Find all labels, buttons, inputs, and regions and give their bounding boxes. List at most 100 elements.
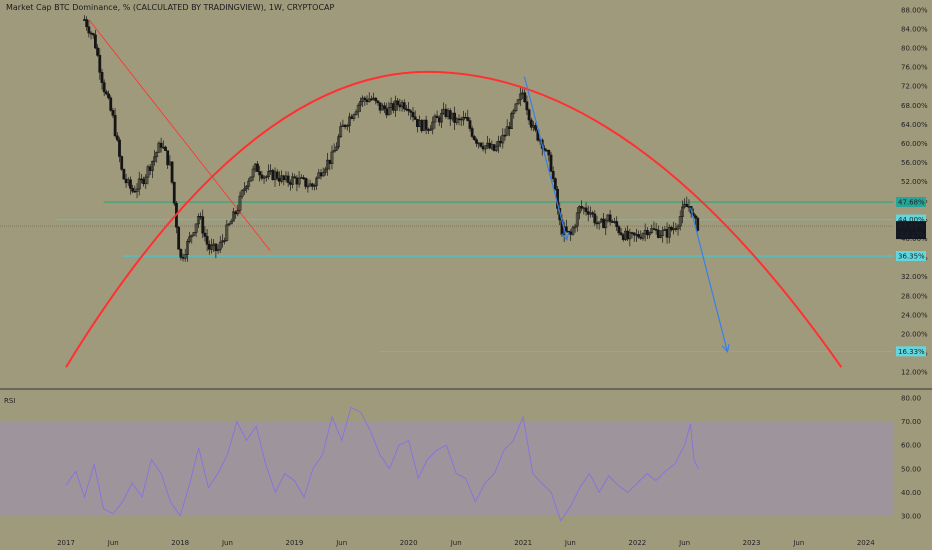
candle-body bbox=[608, 214, 612, 222]
candle-body bbox=[319, 172, 323, 177]
candle-body bbox=[394, 100, 397, 111]
candle-body bbox=[595, 222, 599, 225]
candle-body bbox=[518, 93, 522, 101]
time-axis-tick: 2018 bbox=[171, 539, 189, 547]
candle-body bbox=[652, 228, 656, 230]
candle-body bbox=[514, 103, 518, 112]
candle-body bbox=[159, 142, 163, 148]
candle-body bbox=[586, 211, 590, 215]
candle-body bbox=[356, 104, 360, 113]
candle-body bbox=[696, 217, 700, 231]
candle-body bbox=[553, 178, 557, 190]
candle-body bbox=[610, 221, 614, 223]
projection-arrow bbox=[689, 207, 728, 351]
price-axis-tick: 80.00% bbox=[901, 45, 928, 53]
time-axis-tick: 2020 bbox=[400, 539, 418, 547]
candle-body bbox=[429, 128, 432, 131]
candle-body bbox=[637, 234, 641, 238]
candle-body bbox=[148, 166, 152, 171]
candle-body bbox=[584, 207, 588, 212]
candle-body bbox=[142, 178, 145, 185]
candle-body bbox=[332, 150, 336, 153]
candle-body bbox=[424, 119, 428, 130]
candle-body bbox=[343, 124, 347, 128]
candle-body bbox=[131, 187, 135, 192]
time-axis-tick: Jun bbox=[335, 539, 347, 547]
candle-body bbox=[321, 171, 325, 177]
price-axis-tick: 72.00% bbox=[901, 83, 928, 91]
candle-body bbox=[133, 190, 137, 193]
candle-body bbox=[494, 145, 498, 151]
candle-body bbox=[190, 234, 194, 238]
candle-body bbox=[545, 149, 549, 152]
candle-body bbox=[378, 102, 382, 111]
candle-body bbox=[604, 220, 608, 229]
candle-body bbox=[383, 105, 386, 110]
candle-body bbox=[223, 240, 227, 242]
candle-body bbox=[172, 181, 176, 204]
candle-body bbox=[286, 175, 290, 183]
candle-body bbox=[302, 177, 305, 179]
candle-body bbox=[369, 98, 373, 101]
candle-body bbox=[420, 120, 424, 132]
candle-body bbox=[205, 236, 209, 245]
candle-body bbox=[510, 113, 513, 129]
candle-body bbox=[354, 111, 358, 116]
candle-body bbox=[310, 183, 314, 187]
candle-body bbox=[547, 149, 551, 156]
candle-body bbox=[405, 108, 408, 111]
candle-body bbox=[247, 180, 251, 187]
price-tag-resistance-bg bbox=[896, 197, 926, 208]
time-axis-tick: Jun bbox=[678, 539, 690, 547]
projection-arrow bbox=[523, 76, 566, 239]
candle-body bbox=[295, 177, 299, 185]
candle-body bbox=[291, 176, 294, 185]
candle-body bbox=[435, 115, 439, 118]
price-tag-resistance: 47.68% bbox=[898, 199, 925, 207]
candle-body bbox=[626, 230, 630, 240]
candle-body bbox=[83, 19, 86, 21]
candle-body bbox=[157, 142, 161, 153]
candle-body bbox=[264, 176, 268, 178]
candle-body bbox=[459, 118, 463, 121]
candle-body bbox=[282, 175, 286, 181]
candle-body bbox=[137, 178, 141, 190]
candle-body bbox=[659, 235, 662, 238]
candle-body bbox=[328, 159, 332, 164]
candle-body bbox=[350, 116, 354, 119]
candle-body bbox=[457, 118, 461, 121]
candle-body bbox=[516, 99, 520, 105]
candle-body bbox=[339, 126, 343, 138]
candle-body bbox=[199, 216, 202, 218]
candle-body bbox=[398, 104, 402, 108]
candle-body bbox=[260, 174, 264, 179]
candle-body bbox=[674, 228, 678, 230]
candle-body bbox=[578, 206, 581, 214]
candle-body bbox=[681, 206, 684, 217]
candle-body bbox=[549, 154, 553, 172]
candle-body bbox=[365, 99, 369, 103]
candle-body bbox=[431, 121, 435, 130]
candle-body bbox=[216, 248, 220, 252]
candle-body bbox=[326, 159, 329, 170]
candle-body bbox=[150, 160, 154, 171]
candle-body bbox=[468, 120, 472, 129]
rsi-line bbox=[65, 406, 699, 522]
candle-body bbox=[472, 136, 476, 141]
candle-body bbox=[507, 126, 511, 129]
candle-body bbox=[166, 150, 170, 166]
candle-body bbox=[100, 72, 104, 83]
rsi-axis-tick: 80.00 bbox=[901, 395, 921, 403]
candle-body bbox=[676, 225, 680, 230]
candle-body bbox=[481, 146, 485, 150]
candle-body bbox=[573, 225, 577, 229]
price-axis-tick: 64.00% bbox=[901, 121, 928, 129]
candle-body bbox=[234, 211, 237, 215]
candle-body bbox=[122, 168, 126, 180]
candle-body bbox=[256, 163, 259, 172]
candle-body bbox=[210, 245, 213, 250]
candle-body bbox=[275, 171, 279, 179]
candle-body bbox=[267, 171, 270, 177]
